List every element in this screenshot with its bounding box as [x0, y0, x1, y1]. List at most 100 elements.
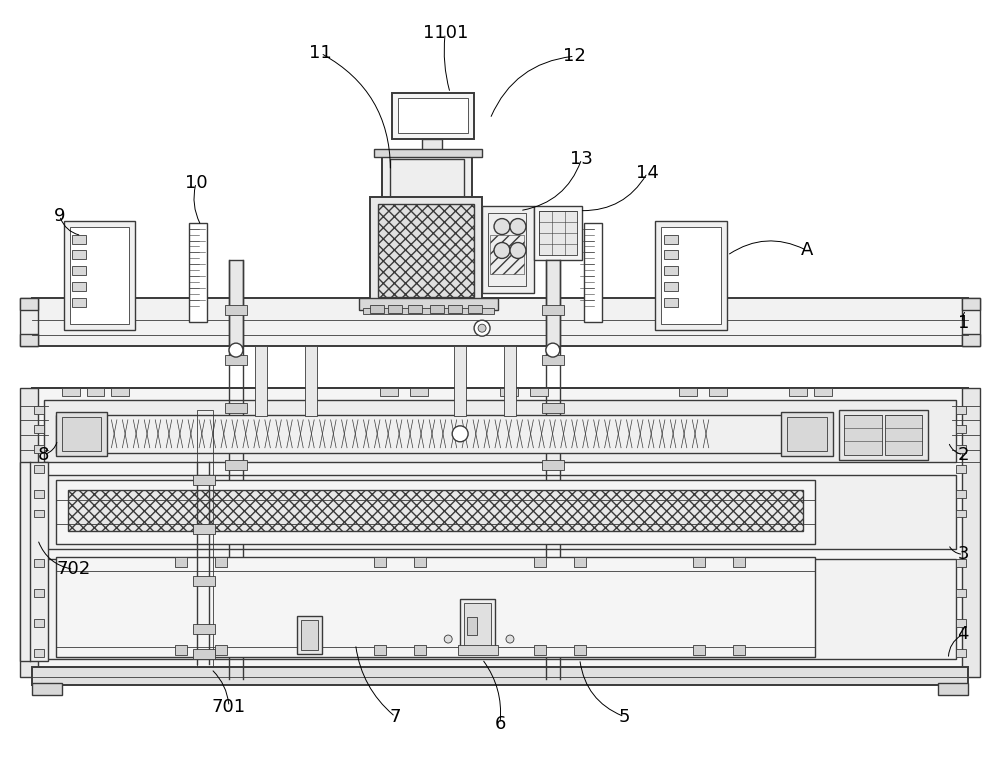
Bar [414, 645, 426, 655]
Bar [468, 305, 482, 314]
Bar [56, 479, 815, 544]
Circle shape [494, 218, 510, 234]
Bar [956, 444, 966, 453]
Bar [225, 305, 247, 315]
Bar [956, 406, 966, 414]
Bar [34, 559, 44, 567]
Bar [814, 388, 832, 396]
Bar [34, 444, 44, 453]
Bar [34, 425, 44, 433]
Bar [34, 649, 44, 657]
Bar [20, 462, 48, 661]
Bar [301, 620, 318, 650]
Bar [87, 388, 104, 396]
Text: 3: 3 [958, 546, 969, 563]
Bar [359, 298, 498, 310]
Bar [370, 196, 482, 304]
Bar [72, 250, 86, 260]
Bar [534, 557, 546, 567]
Bar [844, 415, 882, 455]
Bar [34, 406, 44, 414]
Bar [363, 308, 494, 314]
Bar [693, 557, 705, 567]
Bar [255, 346, 267, 416]
Bar [542, 403, 564, 413]
Bar [534, 205, 582, 260]
Text: 6: 6 [494, 715, 506, 733]
Bar [661, 227, 721, 324]
Bar [374, 557, 386, 567]
Bar [530, 388, 548, 396]
Bar [956, 510, 966, 517]
Bar [414, 557, 426, 567]
Bar [111, 388, 129, 396]
Bar [175, 645, 187, 655]
Bar [956, 589, 966, 597]
Bar [32, 298, 968, 346]
Bar [32, 667, 968, 685]
Bar [679, 388, 697, 396]
Bar [62, 417, 101, 451]
Bar [962, 334, 980, 346]
Circle shape [546, 343, 560, 357]
Bar [584, 222, 602, 322]
Bar [225, 355, 247, 365]
Text: A: A [801, 241, 813, 260]
Bar [193, 524, 215, 534]
Bar [733, 645, 745, 655]
Bar [20, 298, 38, 310]
Text: 2: 2 [958, 446, 969, 463]
Text: 701: 701 [212, 698, 246, 716]
Bar [72, 266, 86, 275]
Bar [378, 204, 474, 298]
Bar [225, 514, 247, 524]
Bar [542, 460, 564, 470]
Bar [44, 475, 956, 549]
Bar [32, 388, 968, 677]
Text: 13: 13 [570, 150, 593, 168]
Bar [193, 576, 215, 586]
Bar [430, 305, 444, 314]
Bar [70, 227, 129, 324]
Bar [44, 400, 956, 462]
Bar [56, 415, 785, 453]
Bar [408, 305, 422, 314]
Bar [56, 557, 815, 657]
Bar [781, 412, 833, 456]
Bar [193, 624, 215, 634]
Bar [664, 234, 678, 244]
Bar [72, 282, 86, 291]
Bar [398, 98, 468, 133]
Bar [64, 221, 135, 330]
Text: 11: 11 [309, 44, 332, 62]
Text: 7: 7 [390, 708, 401, 726]
Bar [962, 388, 980, 677]
Text: 4: 4 [958, 625, 969, 643]
Bar [422, 139, 442, 153]
Bar [392, 93, 474, 139]
Bar [454, 346, 466, 416]
Bar [225, 460, 247, 470]
Bar [374, 149, 482, 157]
Bar [574, 645, 586, 655]
Text: 9: 9 [54, 206, 65, 224]
Bar [956, 425, 966, 433]
Text: 10: 10 [185, 174, 207, 192]
Bar [962, 298, 980, 310]
Circle shape [510, 243, 526, 259]
Bar [733, 557, 745, 567]
Bar [34, 510, 44, 517]
Circle shape [474, 320, 490, 336]
Bar [297, 616, 322, 654]
Bar [482, 205, 534, 293]
Bar [380, 388, 398, 396]
Circle shape [452, 426, 468, 442]
Bar [787, 417, 827, 451]
Bar [956, 489, 966, 498]
Bar [885, 415, 922, 455]
Bar [938, 683, 968, 695]
Bar [20, 388, 38, 677]
Bar [956, 559, 966, 567]
Bar [388, 305, 402, 314]
Bar [542, 575, 564, 584]
